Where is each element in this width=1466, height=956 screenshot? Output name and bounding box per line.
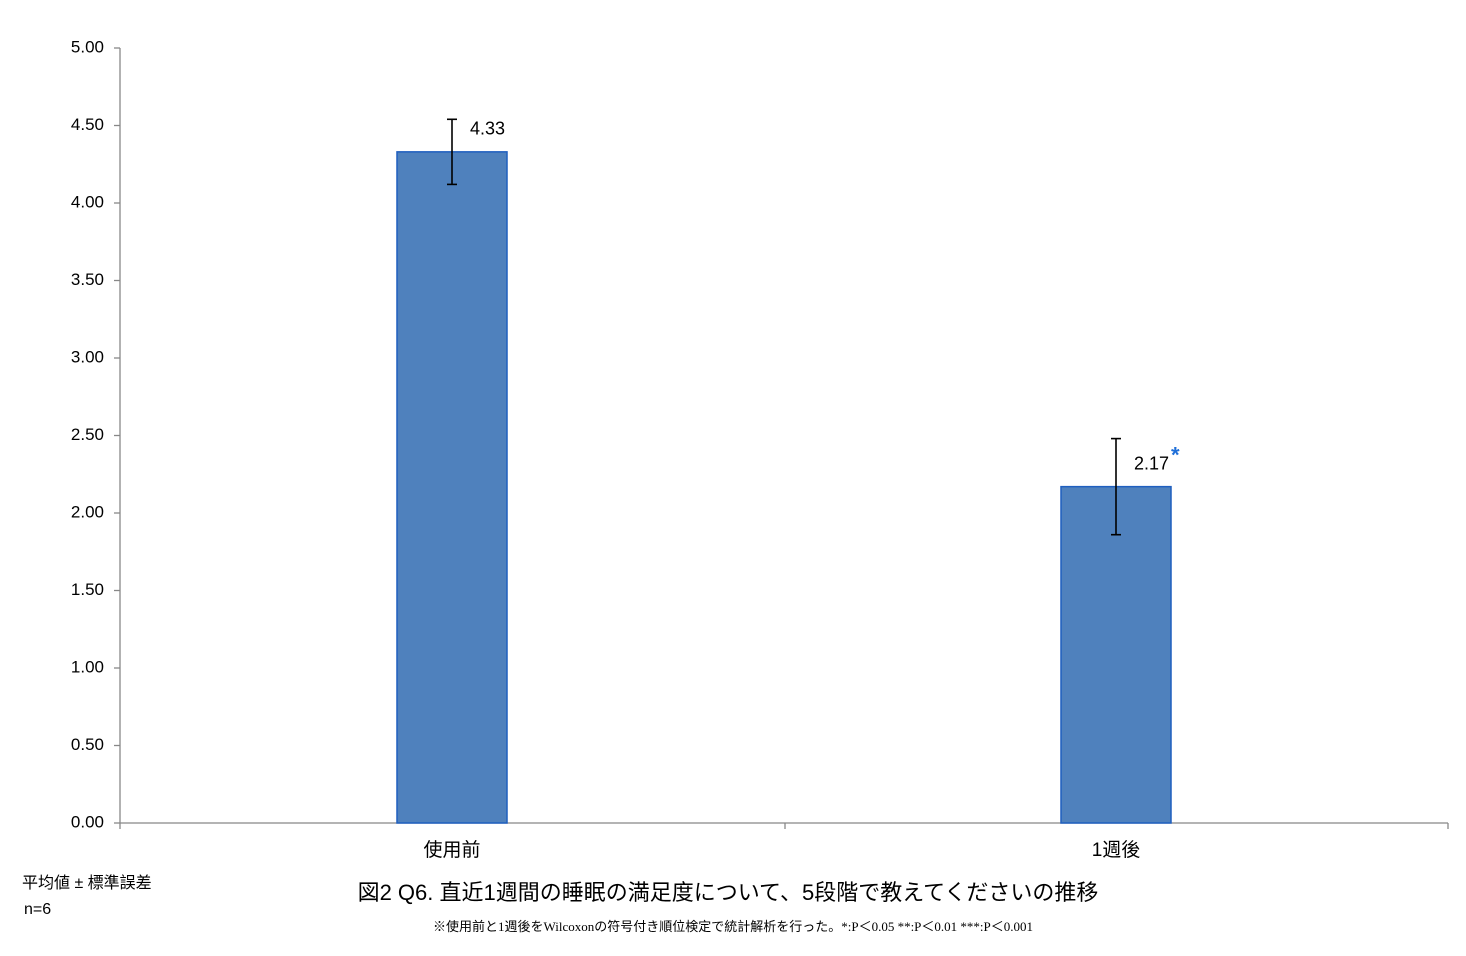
bar — [1060, 485, 1172, 824]
significance-mark: * — [1171, 442, 1180, 467]
value-label: 2.17 — [1134, 453, 1169, 473]
y-tick-label: 2.00 — [71, 502, 104, 521]
error-bar — [1111, 437, 1121, 536]
value-label: 4.33 — [470, 119, 505, 139]
y-tick-label: 0.00 — [71, 812, 104, 831]
y-tick-label: 5.00 — [71, 37, 104, 56]
footnote: ※使用前と1週後をWilcoxonの符号付き順位検定で統計解析を行った。*:P＜… — [433, 919, 1033, 934]
y-tick-label: 0.50 — [71, 735, 104, 754]
note: n=6 — [24, 901, 51, 918]
chart-title: 図2 Q6. 直近1週間の睡眠の満足度について、5段階で教えてくださいの推移 — [358, 880, 1099, 905]
y-tick-label: 4.50 — [71, 115, 104, 134]
y-tick-label: 1.50 — [71, 580, 104, 599]
y-tick-label: 2.50 — [71, 425, 104, 444]
note: 平均値 ± 標準誤差 — [22, 874, 152, 892]
x-tick-label: 1週後 — [1092, 839, 1141, 861]
x-tick-label: 使用前 — [423, 839, 480, 861]
y-tick-label: 1.00 — [71, 657, 104, 676]
y-tick-label: 4.00 — [71, 192, 104, 211]
error-bar — [447, 118, 457, 186]
bar — [396, 151, 508, 824]
y-tick-label: 3.00 — [71, 347, 104, 366]
y-tick-label: 3.50 — [71, 270, 104, 289]
